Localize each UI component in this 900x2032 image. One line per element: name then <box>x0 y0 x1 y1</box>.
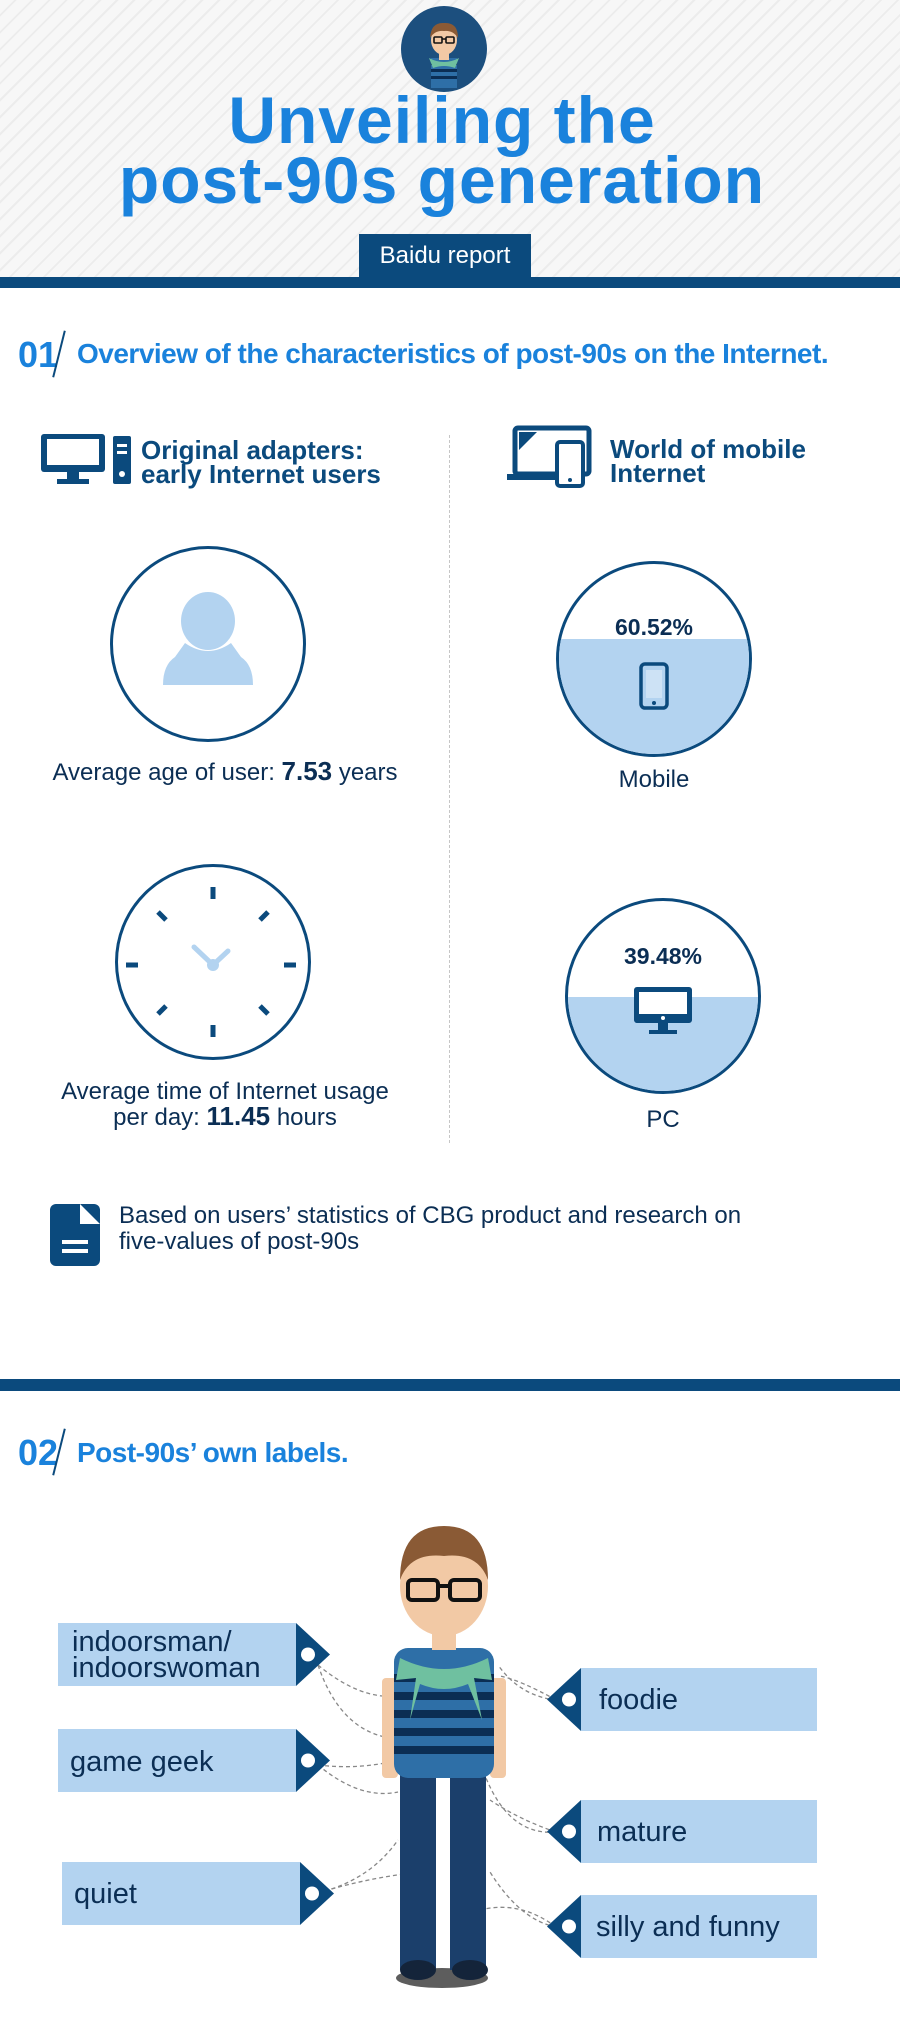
time-caption-line-1: Average time of Internet usage <box>61 1078 389 1105</box>
tag-tip-quiet <box>300 1862 334 1930</box>
left-heading-line-1: Original adapters: <box>141 435 364 465</box>
age-caption: Average age of user: 7.53 years <box>20 756 430 786</box>
section2-title: Post-90s’ own labels. <box>77 1437 349 1468</box>
label-tag-quiet: quiet <box>62 1862 300 1925</box>
mobile-percent: 60.52% <box>614 614 693 640</box>
character-illustration <box>370 1508 520 1993</box>
age-value: 7.53 <box>281 756 333 786</box>
right-column-heading: World of mobile Internet <box>610 434 806 488</box>
section-divider-bar <box>0 1379 900 1391</box>
avatar <box>401 6 487 92</box>
subtitle-text: Baidu report <box>379 242 511 269</box>
tag-tip-mature <box>547 1800 581 1868</box>
column-divider <box>449 435 450 1143</box>
section1-number: 01 <box>18 334 59 375</box>
tag-tip-indoorsman <box>296 1623 330 1691</box>
label-mature-text: mature <box>597 1816 688 1848</box>
label-tag-indoorsman: indoorsman/ indoorswoman <box>58 1623 296 1686</box>
time-caption: Average time of Internet usage per day: … <box>20 1080 430 1130</box>
tag-tip-silly-and-funny <box>547 1895 581 1963</box>
right-heading-line-1: World of mobile <box>610 434 806 464</box>
devices-icon <box>507 424 597 495</box>
person-icon <box>163 592 253 685</box>
section1-title: Overview of the characteristics of post-… <box>77 338 829 369</box>
section2-number: 02 <box>18 1432 59 1473</box>
label-tag-game-geek: game geek <box>58 1729 296 1792</box>
label-indoorsman-line-2: indoorswoman <box>72 1652 261 1684</box>
clock-circle <box>115 864 311 1060</box>
header-divider-bar <box>0 277 900 288</box>
time-caption-prefix: per day: <box>113 1104 200 1131</box>
label-quiet-text: quiet <box>74 1878 137 1910</box>
label-foodie-text: foodie <box>599 1684 679 1716</box>
right-heading-line-2: Internet <box>610 458 706 488</box>
subtitle-badge: Baidu report <box>359 234 531 277</box>
clock-icon <box>126 887 296 1037</box>
mobile-share-circle: 60.52% <box>556 561 752 757</box>
page-title: Unveiling the post-90s generation <box>0 83 884 217</box>
source-note-line-2: five-values of post-90s <box>119 1228 360 1255</box>
user-circle <box>110 546 306 742</box>
left-column-heading: Original adapters: early Internet users <box>141 435 381 489</box>
pc-share-circle: 39.48% <box>565 898 761 1094</box>
mobile-share-fill <box>559 639 749 754</box>
label-tag-mature: mature <box>581 1800 817 1863</box>
monitor-icon <box>634 987 692 1034</box>
document-icon <box>50 1204 100 1266</box>
age-unit: years <box>338 759 398 786</box>
label-indoorsman-line-1: indoorsman/ <box>72 1626 232 1658</box>
source-note-line-1: Based on users’ statistics of CBG produc… <box>119 1202 742 1229</box>
age-caption-prefix: Average age of user: <box>52 759 275 786</box>
pc-label: PC <box>646 1106 680 1133</box>
tag-tip-foodie <box>547 1668 581 1736</box>
computer-icon <box>39 430 135 491</box>
label-silly-and-funny-text: silly and funny <box>596 1911 780 1943</box>
pc-percent: 39.48% <box>623 943 702 969</box>
title-line-1: Unveiling the <box>228 83 656 157</box>
label-game-geek-text: game geek <box>70 1746 214 1778</box>
source-note: Based on users’ statistics of CBG produc… <box>119 1203 839 1255</box>
smartphone-icon <box>639 662 669 710</box>
mobile-label: Mobile <box>618 766 690 793</box>
time-value: 11.45 <box>206 1101 271 1131</box>
time-unit: hours <box>276 1104 337 1131</box>
label-tag-silly-and-funny: silly and funny <box>581 1895 817 1958</box>
left-heading-line-2: early Internet users <box>141 459 381 489</box>
title-line-2: post-90s generation <box>118 143 766 217</box>
tag-tip-game-geek <box>296 1729 330 1797</box>
label-tag-foodie: foodie <box>581 1668 817 1731</box>
